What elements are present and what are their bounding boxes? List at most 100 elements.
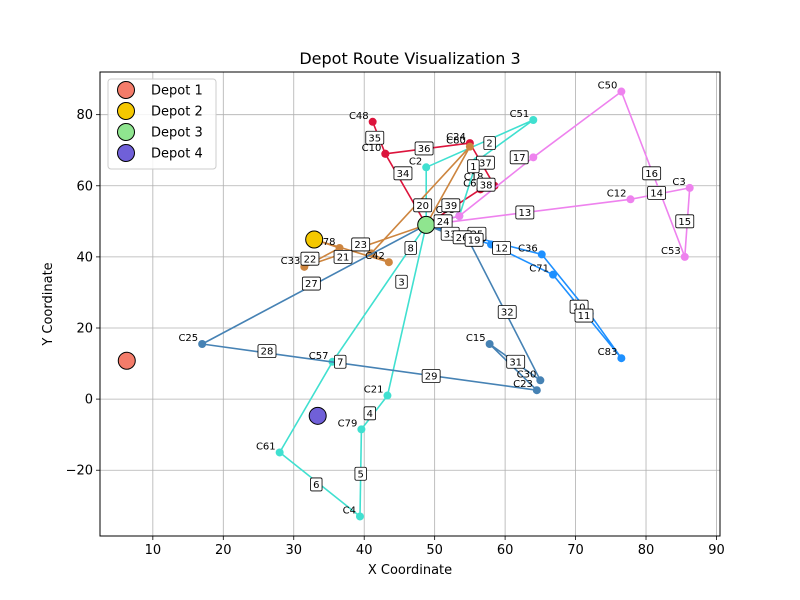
route-stop-marker — [485, 340, 494, 348]
grid-lines — [100, 72, 720, 536]
step-label-box — [414, 141, 434, 156]
customer-label: C24 — [446, 132, 466, 143]
step-label: 21 — [337, 252, 350, 263]
customer-label: C78 — [316, 237, 336, 248]
route-stop-marker — [529, 116, 538, 124]
step-label: 29 — [425, 372, 438, 383]
route-stop-marker — [626, 195, 635, 204]
customer-label: C83 — [598, 347, 618, 358]
route-stop-marker — [384, 258, 393, 267]
step-label-box — [404, 241, 417, 255]
step-label: 15 — [678, 217, 691, 228]
step-label-box — [393, 166, 413, 181]
step-label-box — [421, 369, 441, 383]
y-tick-label: 0 — [85, 393, 93, 408]
step-label-box — [257, 344, 277, 359]
step-label: 10 — [573, 302, 586, 313]
depot-marker — [305, 230, 324, 249]
x-tick-label: 50 — [426, 543, 443, 558]
legend-label: Depot 1 — [151, 84, 203, 99]
step-label-box — [351, 237, 371, 252]
x-tick-label: 40 — [356, 543, 373, 558]
legend-marker — [117, 81, 135, 99]
customer-label: C18 — [464, 172, 484, 183]
y-axis-title: Y Coordinate — [41, 262, 56, 346]
step-label: 19 — [468, 235, 481, 246]
step-label-box — [395, 274, 408, 289]
legend-label: Depot 3 — [151, 126, 203, 141]
step-label-box — [354, 466, 367, 481]
route-stop-marker — [465, 142, 474, 151]
step-label: 28 — [261, 347, 274, 358]
customer-label: C61 — [256, 441, 276, 452]
legend-marker — [117, 123, 135, 141]
x-tick-label: 60 — [497, 543, 514, 558]
route-stop-marker — [617, 87, 626, 96]
customer-label: C71 — [529, 264, 549, 275]
step-label: 33 — [444, 229, 457, 240]
route-stop-marker — [532, 386, 541, 395]
step-label-box — [476, 177, 496, 192]
route-stop-marker — [680, 252, 689, 261]
route-stop-marker — [455, 212, 464, 220]
step-label-box — [509, 150, 529, 165]
plot-frame — [99, 71, 721, 537]
legend-box — [107, 78, 217, 170]
legend-label: Depot 2 — [151, 105, 203, 120]
step-label-box — [300, 251, 320, 266]
step-label: 37 — [479, 158, 492, 169]
route-stop-marker — [357, 425, 366, 434]
customer-label: C53 — [661, 246, 681, 257]
x-tick-label: 90 — [708, 543, 725, 558]
step-label: 16 — [645, 169, 658, 180]
step-label: 4 — [367, 409, 373, 420]
customer-label: C2 — [409, 156, 422, 167]
step-label: 7 — [337, 357, 343, 368]
step-label: 36 — [418, 144, 431, 155]
y-tick-label: 20 — [76, 322, 93, 337]
legend: Depot 1 Depot 2 Depot 3 Depot 4 — [107, 78, 217, 170]
step-label-box — [483, 136, 496, 151]
customer-label: C36 — [518, 243, 538, 254]
step-label-box — [467, 159, 480, 174]
step-label-box — [334, 354, 347, 369]
step-label: 3 — [398, 277, 404, 288]
customer-label: C57 — [309, 351, 329, 362]
step-label: 13 — [518, 208, 531, 219]
step-label: 1 — [470, 162, 476, 173]
x-tick-label: 30 — [285, 543, 302, 558]
step-label-box — [574, 308, 594, 323]
route-stop-marker — [355, 512, 364, 521]
step-label-box — [647, 185, 666, 200]
customer-label: C4 — [343, 505, 356, 516]
step-label-box — [413, 198, 433, 213]
customer-label: C51 — [510, 109, 530, 120]
step-label-box — [365, 130, 385, 145]
step-label: 24 — [437, 217, 450, 228]
route-stop-marker — [529, 153, 538, 162]
customer-label: C25 — [178, 333, 198, 344]
step-label: 26 — [456, 233, 469, 244]
step-label-box — [301, 276, 321, 291]
step-label: 22 — [304, 254, 317, 265]
customer-label: C6 — [463, 178, 476, 189]
step-label: 17 — [513, 153, 526, 164]
x-tick-label: 10 — [145, 543, 162, 558]
step-label-box — [310, 477, 323, 492]
step-label: 23 — [354, 240, 367, 251]
customer-label: C42 — [365, 251, 385, 262]
step-label: 32 — [501, 308, 514, 319]
route-stop-marker — [422, 163, 431, 172]
x-tick-label: 20 — [215, 543, 232, 558]
step-label: 31 — [509, 357, 522, 368]
customer-label: C23 — [513, 379, 533, 390]
customer-label: C50 — [598, 81, 618, 92]
route-stop-marker — [537, 250, 546, 259]
step-label-box — [464, 232, 484, 247]
legend-label: Depot 4 — [151, 147, 203, 162]
route-stop-marker — [275, 448, 284, 457]
customer-label: C80 — [446, 136, 466, 147]
step-label: 6 — [313, 480, 319, 491]
route-stop-marker — [381, 149, 390, 158]
